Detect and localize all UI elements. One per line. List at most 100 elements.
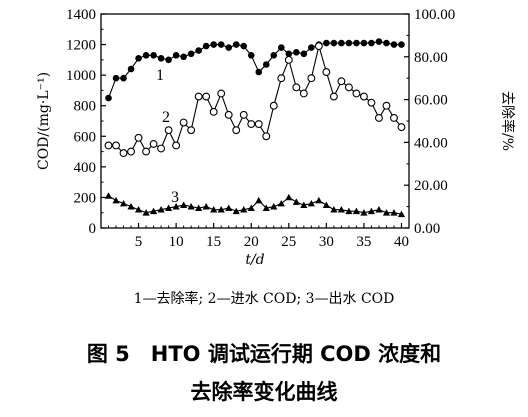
series-1-point xyxy=(338,39,345,47)
series-2-point xyxy=(232,126,241,135)
series-1-line xyxy=(107,41,402,99)
series-2-point xyxy=(307,74,316,83)
y-left-axis-title: COD/(mg·L⁻¹) xyxy=(36,72,52,170)
series-2-line xyxy=(108,43,402,154)
series-3-point xyxy=(202,203,210,210)
y-left-tick-label: 1400 xyxy=(66,7,96,23)
series-2-point xyxy=(202,92,211,101)
series-1-point xyxy=(127,65,135,73)
series-2-point xyxy=(397,123,406,132)
series-3-point xyxy=(149,207,158,215)
series-2-point xyxy=(299,89,308,98)
series-3-line xyxy=(108,195,402,215)
series-3-point xyxy=(300,201,308,208)
series-3-point xyxy=(322,201,330,208)
series-2-point xyxy=(382,101,391,110)
series-3-point xyxy=(172,203,180,210)
series-2-point xyxy=(134,133,143,142)
series-1-point xyxy=(172,52,180,59)
series-1-point xyxy=(180,53,187,61)
series-2-point xyxy=(157,144,166,153)
series-1-point xyxy=(195,47,202,54)
series-3-point xyxy=(285,193,293,201)
series-2-label: 2 xyxy=(162,109,170,126)
x-tick-label: 30 xyxy=(319,234,334,250)
y-right-tick-label: 20.00 xyxy=(414,178,448,194)
series-2-point xyxy=(172,141,181,150)
series-2-point xyxy=(239,110,248,119)
series-1-point xyxy=(202,42,210,50)
series-2-point xyxy=(277,74,286,83)
series-3-point xyxy=(390,209,398,216)
series-1-point xyxy=(323,39,330,47)
series-1-point xyxy=(293,49,300,56)
series-3-point xyxy=(360,209,368,216)
series-3-point xyxy=(345,207,353,215)
series-3-point xyxy=(187,203,195,210)
series-1-point xyxy=(270,52,278,59)
y-left-tick-label: 600 xyxy=(74,129,97,145)
series-3-point xyxy=(255,196,263,204)
series-2-point xyxy=(322,68,331,77)
series-2-point xyxy=(359,92,368,101)
y-right-tick-label: 40.00 xyxy=(414,135,448,151)
y-right-tick-label: 0.00 xyxy=(414,221,440,237)
series-2-point xyxy=(209,107,218,116)
series-2-point xyxy=(104,141,113,150)
series-1-point xyxy=(120,74,127,82)
series-3-point xyxy=(232,207,240,215)
series-2-point xyxy=(254,120,263,129)
series-2-point xyxy=(142,147,151,156)
series-3-point xyxy=(157,206,165,213)
series-2-point xyxy=(269,101,278,110)
series-1-point xyxy=(217,41,225,48)
series-1-point xyxy=(308,44,315,51)
series-3-point xyxy=(195,204,203,212)
series-2-point xyxy=(224,110,233,119)
series-1-point xyxy=(375,38,383,45)
series-3-point xyxy=(307,199,315,207)
series-2-point xyxy=(194,92,203,101)
series-2-point xyxy=(352,89,361,98)
series-2-point xyxy=(314,42,323,51)
series-2-point xyxy=(164,126,173,135)
series-2-point xyxy=(149,139,158,148)
series-1-point xyxy=(353,39,360,47)
legend: 1—去除率; 2—进水 COD; 3—出水 COD xyxy=(133,291,395,307)
series-1-point xyxy=(277,44,285,51)
series-2-point xyxy=(179,118,188,127)
series-3-point xyxy=(142,209,150,216)
series-3-point xyxy=(315,196,323,204)
series-1-point xyxy=(142,52,150,59)
series-2-point xyxy=(292,83,301,92)
series-3-point xyxy=(352,207,361,215)
series-1-point xyxy=(240,42,248,50)
series-2-point xyxy=(337,77,346,86)
series-1-point xyxy=(157,54,165,62)
y-right-tick-label: 100.00 xyxy=(414,7,455,23)
series-1-point xyxy=(187,50,195,58)
series-1-point xyxy=(255,68,263,76)
series-3-point xyxy=(134,206,143,213)
y-left-tick-label: 400 xyxy=(74,160,97,176)
y-right-axis-title: 去除率/% xyxy=(499,91,516,151)
series-1-point xyxy=(398,41,405,48)
series-3-point xyxy=(180,201,188,208)
series-3-point xyxy=(217,206,225,213)
series-1-point xyxy=(150,52,157,59)
series-1-point xyxy=(345,39,353,47)
series-3-point xyxy=(330,206,338,213)
series-2-point xyxy=(344,83,353,92)
series-1-point xyxy=(360,39,368,47)
series-3-point xyxy=(127,203,135,210)
x-tick-label: 35 xyxy=(356,234,371,250)
x-tick-label: 25 xyxy=(281,234,296,250)
x-axis-title: t/d xyxy=(245,252,264,268)
y-left-tick-label: 1000 xyxy=(66,68,96,84)
series-1-point xyxy=(112,74,120,82)
series-3-point xyxy=(367,207,376,215)
series-2-point xyxy=(375,113,383,122)
series-3-point xyxy=(292,198,300,205)
series-1-point xyxy=(135,54,142,62)
series-1-point xyxy=(285,50,293,58)
